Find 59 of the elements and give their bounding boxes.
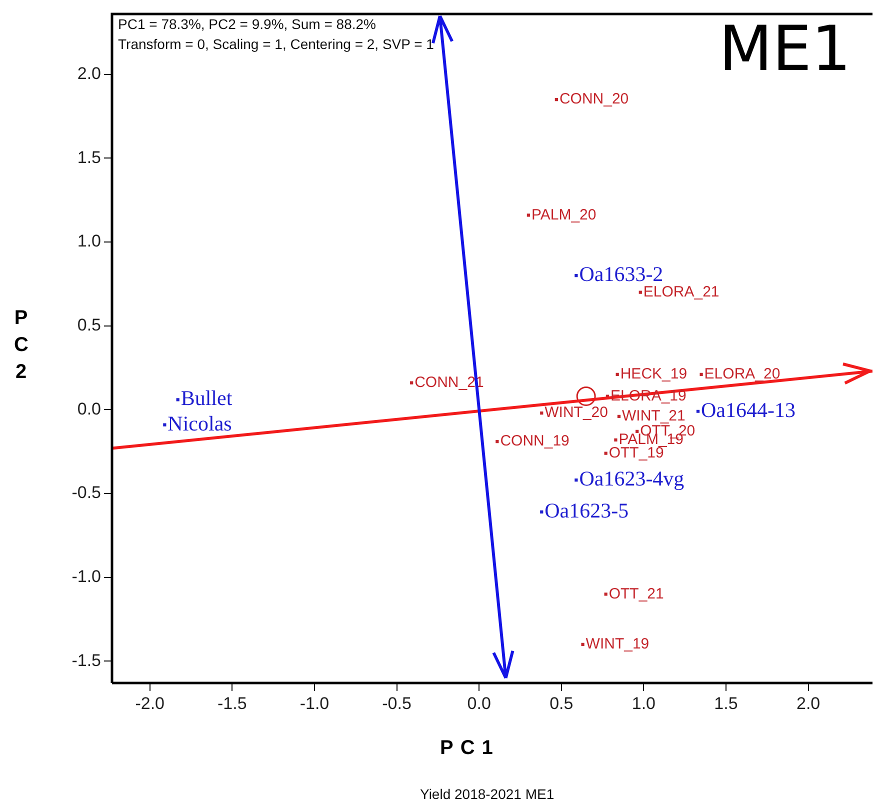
point — [176, 398, 180, 402]
annotation: Oa1623-5 — [544, 498, 629, 522]
annotation: ELORA_20 — [704, 366, 780, 383]
y-tick-label: 1.0 — [77, 232, 101, 251]
annotation: Bullet — [180, 386, 232, 410]
x-tick-label: -1.5 — [218, 694, 247, 713]
annotation: Transform = 0, Scaling = 1, Centering = 2, SVP = 1 — [118, 36, 434, 52]
point — [540, 411, 544, 415]
x-tick-label: -0.5 — [382, 694, 412, 713]
annotation: PALM_20 — [531, 206, 596, 224]
annotation: Oa1623-4vg — [579, 466, 685, 491]
annotation: WINT_21 — [622, 408, 686, 425]
point — [496, 440, 499, 444]
point — [700, 372, 703, 376]
point — [163, 423, 166, 426]
point — [574, 274, 578, 278]
annotation: OTT_21 — [608, 585, 664, 602]
point — [581, 642, 584, 646]
annotation: WINT_19 — [586, 636, 650, 653]
point — [696, 410, 700, 413]
x-tick-label: 0.5 — [550, 694, 574, 713]
x-axis-title: PC1 — [440, 737, 500, 760]
annotation: WINT_20 — [544, 404, 608, 422]
annotation: Nicolas — [168, 411, 232, 436]
annotation: Oa1644-13 — [701, 398, 796, 422]
point — [636, 430, 639, 434]
point — [574, 478, 578, 482]
y-tick-label: -1.5 — [72, 650, 101, 670]
x-tick-label: -1.0 — [300, 694, 330, 713]
point — [410, 381, 414, 384]
point — [526, 214, 530, 217]
point — [540, 510, 544, 514]
point — [614, 438, 618, 442]
annotation: PC1 = 78.3%, PC2 = 9.9%, Sum = 88.2% — [118, 16, 376, 32]
y-axis-title: PC2 — [14, 306, 28, 385]
text: Yield 2018-2021 ME1 — [420, 786, 554, 802]
point — [604, 592, 608, 596]
x-tick-label: 2.0 — [796, 694, 820, 713]
x-tick-label: 1.0 — [632, 694, 656, 713]
annotation: CONN_19 — [500, 432, 570, 450]
annotation: OTT_19 — [608, 444, 664, 462]
point — [616, 372, 619, 376]
point — [617, 414, 621, 418]
y-tick-label: 2.0 — [77, 64, 101, 84]
point — [576, 386, 596, 406]
x-tick-label: 1.5 — [714, 694, 738, 713]
x-tick-label: -2.0 — [135, 694, 165, 713]
y-tick-label: -1.0 — [72, 567, 101, 586]
y-tick-label: -0.5 — [72, 483, 101, 502]
point — [554, 98, 558, 102]
annotation: CONN_20 — [559, 90, 629, 108]
y-tick-label: 1.5 — [77, 148, 101, 167]
annotation: HECK_19 — [620, 366, 688, 383]
chart-title: ME1 — [718, 12, 851, 85]
point — [604, 452, 608, 455]
point — [638, 290, 642, 294]
x-tick-label: 0.0 — [467, 694, 491, 713]
y-tick-label: 0.0 — [77, 399, 101, 418]
y-tick-label: 0.5 — [77, 316, 101, 335]
